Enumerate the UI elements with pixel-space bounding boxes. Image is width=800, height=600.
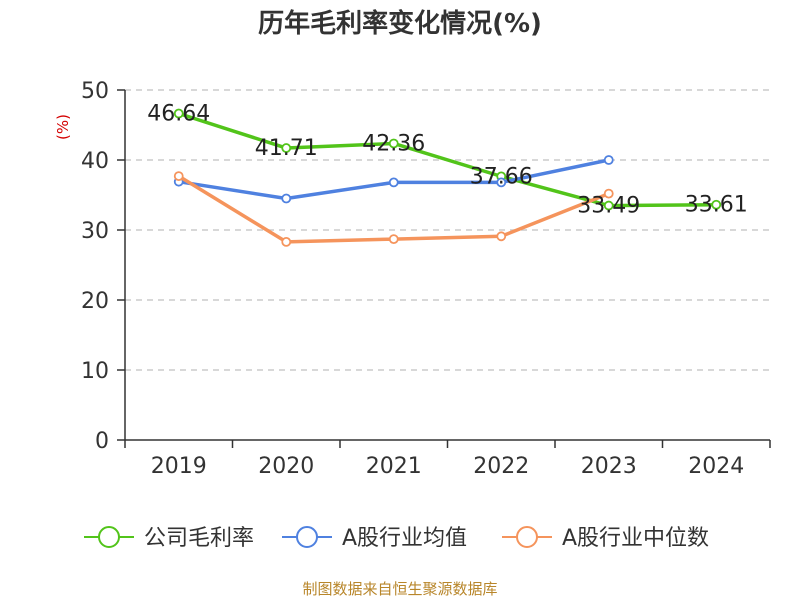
grid <box>125 89 770 371</box>
y-tick-label: 20 <box>81 289 109 314</box>
series-line <box>178 111 717 208</box>
data-labels: 46.64 41.71 42.36 37.66 33.49 33.61 <box>147 102 747 219</box>
data-point <box>173 108 184 119</box>
data-point <box>496 177 507 188</box>
y-tick-label: 30 <box>81 219 109 244</box>
y-tick-label: 40 <box>81 149 109 174</box>
data-point <box>281 236 292 247</box>
series-group <box>173 108 722 247</box>
x-tick-label: 2021 <box>366 454 422 479</box>
x-tick-label: 2022 <box>473 454 529 479</box>
data-point <box>281 193 292 204</box>
data-point <box>603 155 614 165</box>
source-note: 制图数据来自恒生聚源数据库 <box>302 580 497 598</box>
data-point <box>281 143 292 153</box>
data-point <box>388 177 399 188</box>
axes: 0 10 20 30 40 50 2019 2020 2021 2022 2023 2024 <box>81 79 771 479</box>
legend-swatch-marker <box>296 526 318 548</box>
x-tick-label: 2024 <box>688 454 744 479</box>
x-tick-label: 2023 <box>581 454 637 479</box>
data-point <box>603 200 614 211</box>
x-tick-label: 2020 <box>258 454 314 479</box>
data-label: 33.61 <box>685 193 748 218</box>
data-point <box>388 138 399 149</box>
legend-label: A股行业均值 <box>342 526 467 551</box>
legend-swatch-marker <box>98 526 120 548</box>
legend-swatch-marker <box>516 526 538 548</box>
y-tick-label: 50 <box>81 79 109 104</box>
y-tick-label: 10 <box>81 359 109 384</box>
y-unit-label: (%) <box>54 114 72 140</box>
data-label: 41.71 <box>255 136 318 161</box>
data-point <box>173 171 184 182</box>
data-label: 42.36 <box>362 131 425 156</box>
data-label: 37.66 <box>470 164 533 189</box>
data-label: 33.49 <box>577 194 640 219</box>
legend-label: A股行业中位数 <box>562 526 709 551</box>
data-point <box>388 234 399 245</box>
x-tick-label: 2019 <box>151 454 207 479</box>
chart-title: 历年毛利率变化情况(%) <box>258 8 542 39</box>
legend-label: 公司毛利率 <box>144 526 254 551</box>
data-point <box>603 188 614 199</box>
data-point <box>496 231 507 242</box>
y-tick-label: 0 <box>95 429 109 454</box>
legend: 公司毛利率 A股行业均值 A股行业中位数 <box>84 526 709 551</box>
data-point <box>711 199 722 210</box>
data-label: 46.64 <box>147 102 210 127</box>
